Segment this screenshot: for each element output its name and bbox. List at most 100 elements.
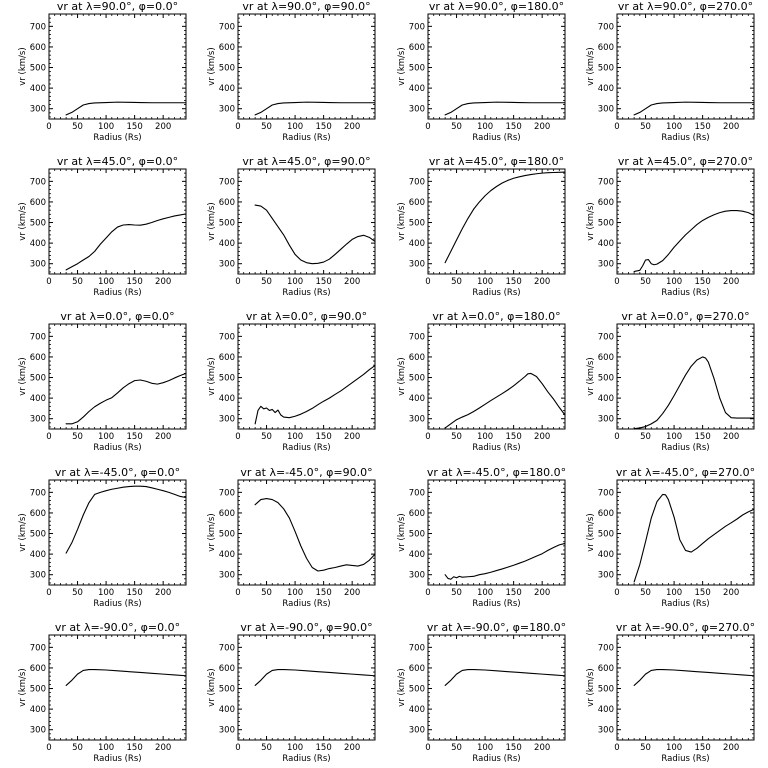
panel: vr at λ=45.0°, φ=180.0° 0 50 100 150 200 300 40…	[397, 155, 566, 298]
x-tick-label: 100	[477, 277, 493, 287]
y-tick-label: 700	[409, 643, 425, 653]
y-tick-label: 500	[409, 685, 425, 695]
x-tick-label: 100	[666, 743, 682, 753]
x-tick-label: 50	[72, 743, 83, 753]
y-tick-label: 500	[30, 374, 46, 384]
x-tick-label: 0	[425, 743, 430, 753]
y-axis-label: vr (km/s)	[397, 357, 407, 395]
y-tick-label: 400	[219, 705, 235, 715]
panel-title: vr at λ=45.0°, φ=0.0°	[57, 155, 178, 168]
y-tick-label: 600	[219, 43, 235, 53]
x-tick-label: 150	[695, 277, 711, 287]
series-line	[254, 365, 376, 425]
y-axis-label: vr (km/s)	[586, 357, 596, 395]
x-axis-label: Radius (Rs)	[93, 599, 141, 609]
y-axis-label: vr (km/s)	[18, 47, 28, 85]
y-axis-label: vr (km/s)	[397, 668, 407, 706]
x-axis-label: Radius (Rs)	[282, 443, 330, 453]
panel: vr at λ=0.0°, φ=0.0° 0 50 100 150 200 300 400 50…	[18, 310, 187, 453]
x-tick-label: 0	[46, 122, 51, 132]
x-tick-label: 200	[534, 432, 550, 442]
panel: vr at λ=-90.0°, φ=180.0° 0 50 100 150 200 300 4…	[397, 621, 566, 764]
x-tick-label: 50	[451, 743, 462, 753]
y-tick-label: 500	[219, 374, 235, 384]
y-tick-label: 700	[219, 177, 235, 187]
x-tick-label: 150	[127, 277, 143, 287]
panel: vr at λ=-90.0°, φ=270.0° 0 50 100 150 200 300 4…	[586, 621, 755, 764]
panel-title: vr at λ=-90.0°, φ=90.0°	[240, 621, 372, 634]
x-axis-label: Radius (Rs)	[472, 133, 520, 143]
y-axis-label: vr (km/s)	[397, 47, 407, 85]
panel-title: vr at λ=-45.0°, φ=180.0°	[427, 466, 566, 479]
x-axis-label: Radius (Rs)	[282, 133, 330, 143]
x-tick-label: 50	[451, 432, 462, 442]
y-tick-label: 500	[30, 64, 46, 74]
y-tick-label: 600	[30, 509, 46, 519]
y-tick-label: 600	[30, 664, 46, 674]
x-tick-label: 50	[72, 277, 83, 287]
y-tick-label: 500	[409, 219, 425, 229]
y-tick-label: 500	[409, 530, 425, 540]
y-tick-label: 400	[409, 550, 425, 560]
y-tick-label: 500	[409, 374, 425, 384]
x-tick-label: 100	[98, 277, 114, 287]
y-tick-label: 400	[30, 705, 46, 715]
x-axis-label: Radius (Rs)	[661, 288, 709, 298]
x-axis-label: Radius (Rs)	[661, 133, 709, 143]
x-axis-label: Radius (Rs)	[661, 443, 709, 453]
y-tick-label: 600	[219, 664, 235, 674]
y-tick-label: 300	[219, 260, 235, 270]
y-tick-label: 700	[598, 643, 614, 653]
x-tick-label: 150	[316, 122, 332, 132]
x-tick-label: 200	[155, 122, 171, 132]
x-tick-label: 100	[477, 432, 493, 442]
y-axis-label: vr (km/s)	[207, 668, 217, 706]
y-tick-label: 700	[409, 488, 425, 498]
panel: vr at λ=-90.0°, φ=90.0° 0 50 100 150 200 300 40…	[207, 621, 376, 764]
y-axis-label: vr (km/s)	[18, 668, 28, 706]
y-tick-label: 500	[219, 685, 235, 695]
panel-title: vr at λ=90.0°, φ=180.0°	[429, 0, 564, 13]
y-tick-label: 400	[598, 550, 614, 560]
x-axis-label: Radius (Rs)	[661, 754, 709, 764]
series-line	[444, 669, 566, 686]
series-line	[444, 372, 566, 429]
panel-title: vr at λ=45.0°, φ=90.0°	[242, 155, 370, 168]
y-tick-label: 300	[30, 726, 46, 736]
x-axis-label: Radius (Rs)	[93, 133, 141, 143]
y-tick-label: 500	[598, 530, 614, 540]
y-axis-label: vr (km/s)	[207, 357, 217, 395]
series-line	[444, 101, 566, 116]
series-line	[254, 101, 376, 116]
x-tick-label: 50	[451, 277, 462, 287]
x-tick-label: 50	[261, 743, 272, 753]
x-tick-label: 200	[534, 588, 550, 598]
x-tick-label: 200	[723, 743, 739, 753]
y-tick-label: 500	[219, 219, 235, 229]
y-tick-label: 600	[219, 353, 235, 363]
y-axis-label: vr (km/s)	[586, 513, 596, 551]
x-tick-label: 50	[72, 432, 83, 442]
y-tick-label: 300	[219, 726, 235, 736]
y-tick-label: 600	[30, 198, 46, 208]
x-tick-label: 150	[506, 122, 522, 132]
x-axis-label: Radius (Rs)	[661, 599, 709, 609]
x-axis-label: Radius (Rs)	[472, 754, 520, 764]
y-tick-label: 600	[598, 664, 614, 674]
x-tick-label: 150	[506, 588, 522, 598]
y-tick-label: 300	[409, 415, 425, 425]
y-tick-label: 300	[30, 571, 46, 581]
panel: vr at λ=45.0°, φ=0.0° 0 50 100 150 200 300 400 5…	[18, 155, 187, 298]
x-tick-label: 0	[425, 122, 430, 132]
y-tick-label: 600	[409, 43, 425, 53]
panel: vr at λ=0.0°, φ=270.0° 0 50 100 150 200 300 400…	[586, 310, 755, 453]
x-tick-label: 0	[46, 588, 51, 598]
x-tick-label: 200	[344, 588, 360, 598]
y-tick-label: 400	[598, 705, 614, 715]
series-line	[633, 101, 755, 116]
y-tick-label: 300	[598, 415, 614, 425]
x-tick-label: 100	[98, 588, 114, 598]
panel: vr at λ=-45.0°, φ=270.0° 0 50 100 150 200 300 4…	[586, 466, 755, 609]
series-line	[65, 372, 187, 425]
